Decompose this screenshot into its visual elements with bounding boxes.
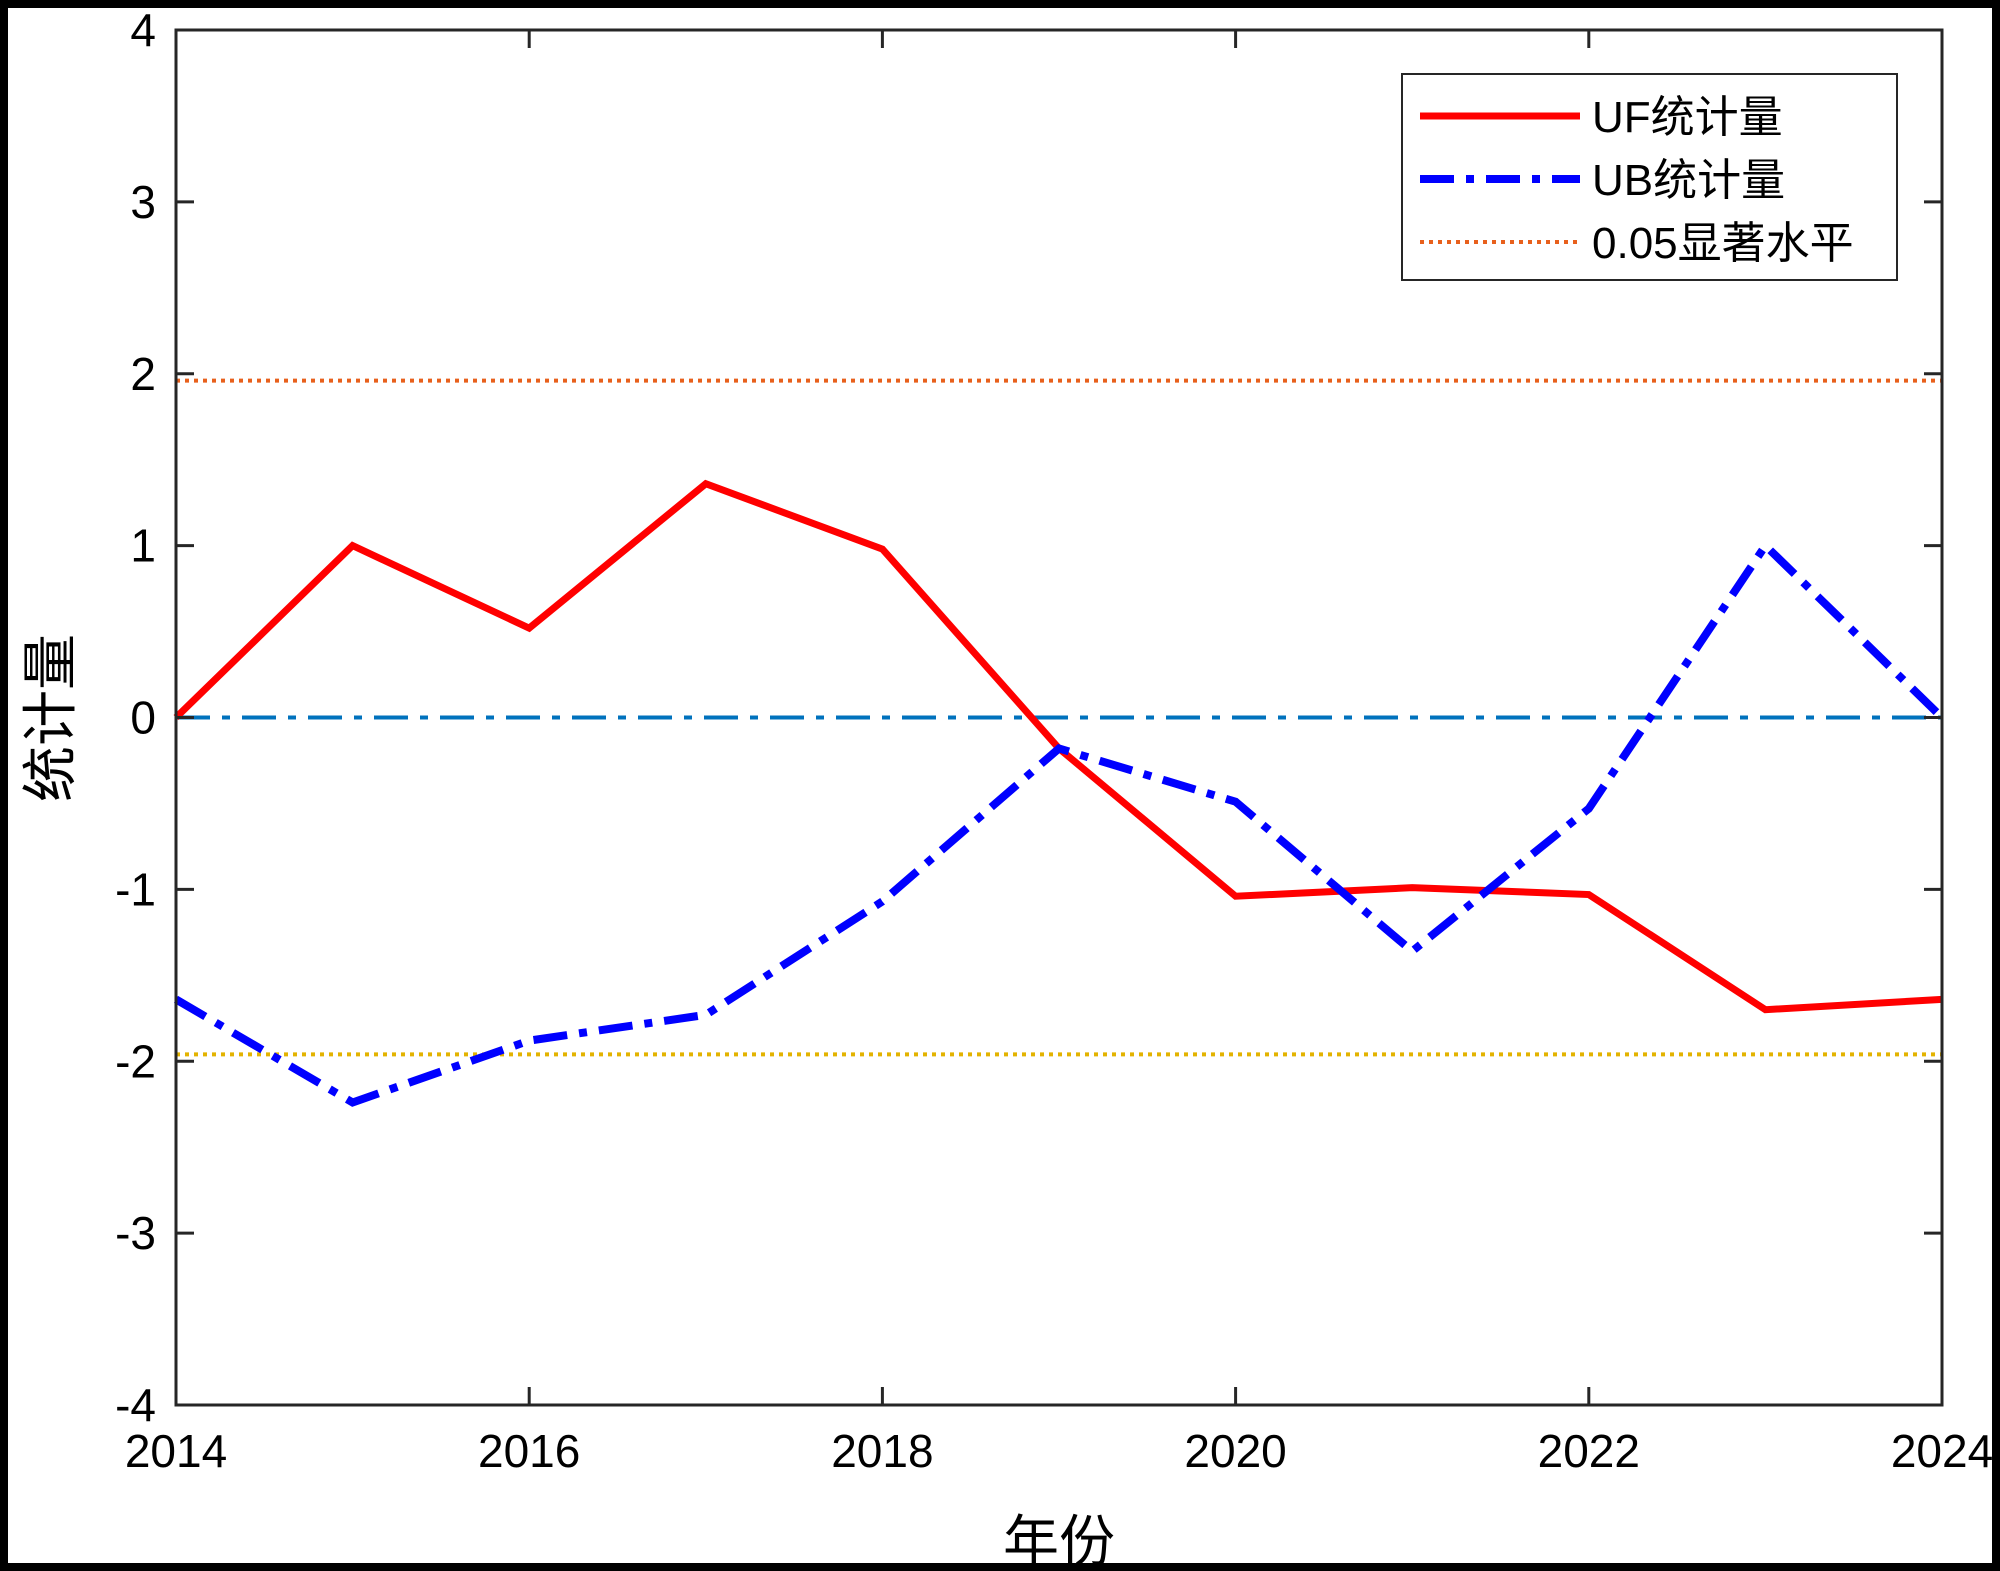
y-tick-label: -2 (115, 1035, 156, 1087)
series-line-ub (173, 539, 1945, 1107)
legend-label-1: UB统计量 (1592, 156, 1785, 205)
x-tick-label: 2024 (1891, 1425, 1993, 1477)
series-lines (173, 479, 1945, 1107)
y-tick-label: 2 (130, 348, 156, 400)
x-tick-label: 2016 (478, 1425, 580, 1477)
legend-label-2: 0.05显著水平 (1592, 219, 1854, 268)
legend-label-0: UF统计量 (1592, 93, 1783, 142)
x-axis-title: 年份 (1003, 1510, 1115, 1571)
legend: UF统计量 UB统计量 0.05显著水平 (1401, 73, 1898, 281)
axis-ticks: 2014 2016 2018 2020 2022 2024 -4 -3 -2 -1 0 1 2 3 4 (115, 8, 1993, 1477)
x-tick-label: 2020 (1184, 1425, 1286, 1477)
x-tick-label: 2018 (831, 1425, 933, 1477)
y-tick-label: -3 (115, 1207, 156, 1259)
y-tick-label: 4 (130, 8, 156, 56)
y-axis-title: 统计量 (19, 634, 82, 802)
y-tick-label: 3 (130, 176, 156, 228)
y-tick-label: 1 (130, 520, 156, 572)
x-tick-label: 2022 (1538, 1425, 1640, 1477)
y-tick-label: -1 (115, 863, 156, 915)
legend-box (1401, 73, 1898, 281)
x-tick-label: 2014 (125, 1425, 227, 1477)
line-chart: 2014 2016 2018 2020 2022 2024 -4 -3 -2 -1 0 1 2 3 4 年份… (19, 8, 1993, 1571)
y-tick-label: -4 (115, 1379, 156, 1431)
y-tick-label: 0 (130, 692, 156, 744)
